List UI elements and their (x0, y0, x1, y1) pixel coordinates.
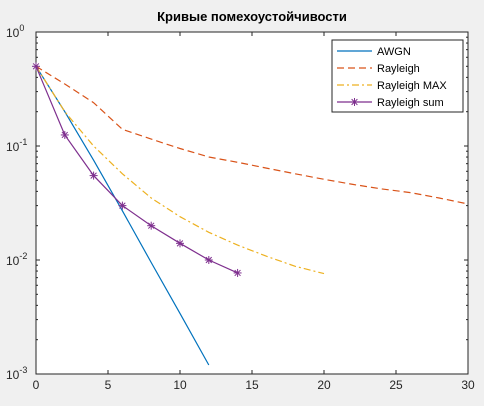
series-rayleigh-sum (32, 62, 242, 277)
data-point-rayleigh-sum (32, 62, 40, 71)
x-tick-label: 25 (389, 378, 403, 392)
legend-label: Rayleigh (377, 63, 420, 75)
series-line-rayleigh-sum (35, 66, 238, 274)
data-point-rayleigh-sum (147, 221, 156, 230)
y-tick-label: 10-3 (6, 365, 27, 382)
series-rayleigh (35, 65, 469, 205)
legend-item-rayleigh-sum: Rayleigh sum (337, 97, 444, 109)
legend-label: AWGN (377, 46, 411, 58)
data-point-rayleigh-sum (89, 171, 98, 180)
x-tick-label: 0 (33, 378, 40, 392)
x-tick-label: 15 (245, 378, 259, 392)
y-tick-label: 10-1 (6, 137, 27, 154)
legend-item-rayleigh: Rayleigh (337, 63, 420, 75)
axis-ticks: 0 5 10 15 20 25 30 100 10-1 10-2 10-3 (6, 23, 475, 392)
data-point-rayleigh-sum (233, 268, 242, 277)
legend-box (331, 39, 464, 113)
series-rayleigh-max (35, 65, 325, 275)
y-tick-label: 10-2 (6, 251, 27, 268)
series-line-rayleigh-max (35, 65, 325, 275)
y-tick-label: 100 (6, 23, 24, 40)
series-layer (32, 62, 469, 366)
x-tick-label: 10 (173, 378, 187, 392)
data-point-rayleigh-sum (118, 201, 127, 210)
x-tick-label: 20 (317, 378, 331, 392)
series-awgn (35, 65, 210, 366)
legend-item-awgn: AWGN (337, 46, 411, 58)
legend: AWGN Rayleigh Rayleigh MAX Rayleigh sum (331, 39, 464, 113)
legend-marker (350, 98, 359, 106)
series-line-awgn (35, 65, 210, 366)
data-point-rayleigh-sum (204, 256, 213, 264)
data-point-rayleigh-sum (176, 239, 184, 248)
legend-item-rayleigh-max: Rayleigh MAX (337, 80, 447, 92)
data-point-rayleigh-sum (60, 130, 69, 139)
legend-label: Rayleigh sum (377, 97, 444, 109)
x-tick-label: 5 (105, 378, 112, 392)
legend-label: Rayleigh MAX (377, 80, 447, 92)
series-line-rayleigh (35, 65, 469, 205)
x-tick-label: 30 (461, 378, 475, 392)
chart-title: Кривые помехоустойчивости (157, 9, 347, 24)
